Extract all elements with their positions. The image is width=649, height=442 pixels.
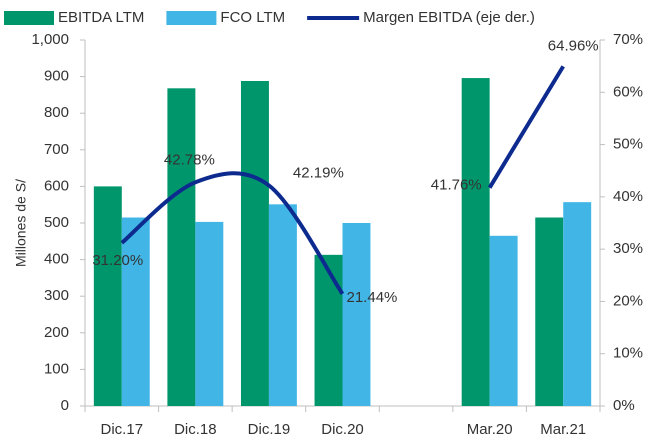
data-label: 41.76% xyxy=(431,177,482,194)
x-tick-label: Dic.19 xyxy=(248,421,291,438)
legend-swatch xyxy=(4,11,54,25)
legend-swatch xyxy=(166,11,217,25)
x-tick-label: Dic.18 xyxy=(174,421,217,438)
y-tick-label: 300 xyxy=(44,287,69,304)
y-tick-label: 400 xyxy=(44,251,69,268)
y2-tick-label: 60% xyxy=(613,83,643,100)
y-tick-label: 200 xyxy=(44,324,69,341)
data-label: 21.44% xyxy=(347,289,398,306)
bar xyxy=(489,235,518,406)
bar xyxy=(342,223,371,406)
y2-tick-label: 40% xyxy=(613,188,643,205)
y-tick-label: 1,000 xyxy=(31,31,69,48)
y2-tick-label: 30% xyxy=(613,240,643,257)
y2-tick-label: 50% xyxy=(613,136,643,153)
bar xyxy=(195,221,224,406)
data-label: 42.19% xyxy=(293,164,344,181)
legend-label: Margen EBITDA (eje der.) xyxy=(363,9,535,26)
legend-label: EBITDA LTM xyxy=(58,9,144,26)
y2-tick-label: 10% xyxy=(613,345,643,362)
y2-tick-label: 20% xyxy=(613,292,643,309)
x-tick-label: Dic.17 xyxy=(101,421,144,438)
y-tick-label: 500 xyxy=(44,214,69,231)
y2-tick-label: 70% xyxy=(613,31,643,48)
y2-tick-label: 0% xyxy=(613,397,635,414)
bar xyxy=(167,88,196,406)
x-tick-label: Mar.21 xyxy=(540,421,586,438)
data-label: 64.96% xyxy=(548,37,599,54)
bar xyxy=(563,202,592,406)
y-tick-label: 700 xyxy=(44,141,69,158)
bar xyxy=(461,78,490,407)
line xyxy=(120,65,565,296)
y-axis-label: Millones de S/ xyxy=(13,179,29,267)
y-tick-label: 600 xyxy=(44,177,69,194)
bar xyxy=(121,217,150,406)
bar xyxy=(314,254,343,406)
y-tick-label: 100 xyxy=(44,360,69,377)
x-tick-label: Dic.20 xyxy=(321,421,364,438)
data-label: 42.78% xyxy=(164,151,215,168)
bar xyxy=(535,217,564,406)
bar xyxy=(240,80,269,406)
bar xyxy=(268,204,297,406)
bar xyxy=(93,186,122,406)
x-tick-label: Mar.20 xyxy=(467,421,513,438)
y-tick-label: 900 xyxy=(44,68,69,85)
legend-label: FCO LTM xyxy=(220,9,285,26)
data-label: 31.20% xyxy=(92,252,143,269)
y-tick-label: 800 xyxy=(44,104,69,121)
y-tick-label: 0 xyxy=(61,397,69,414)
